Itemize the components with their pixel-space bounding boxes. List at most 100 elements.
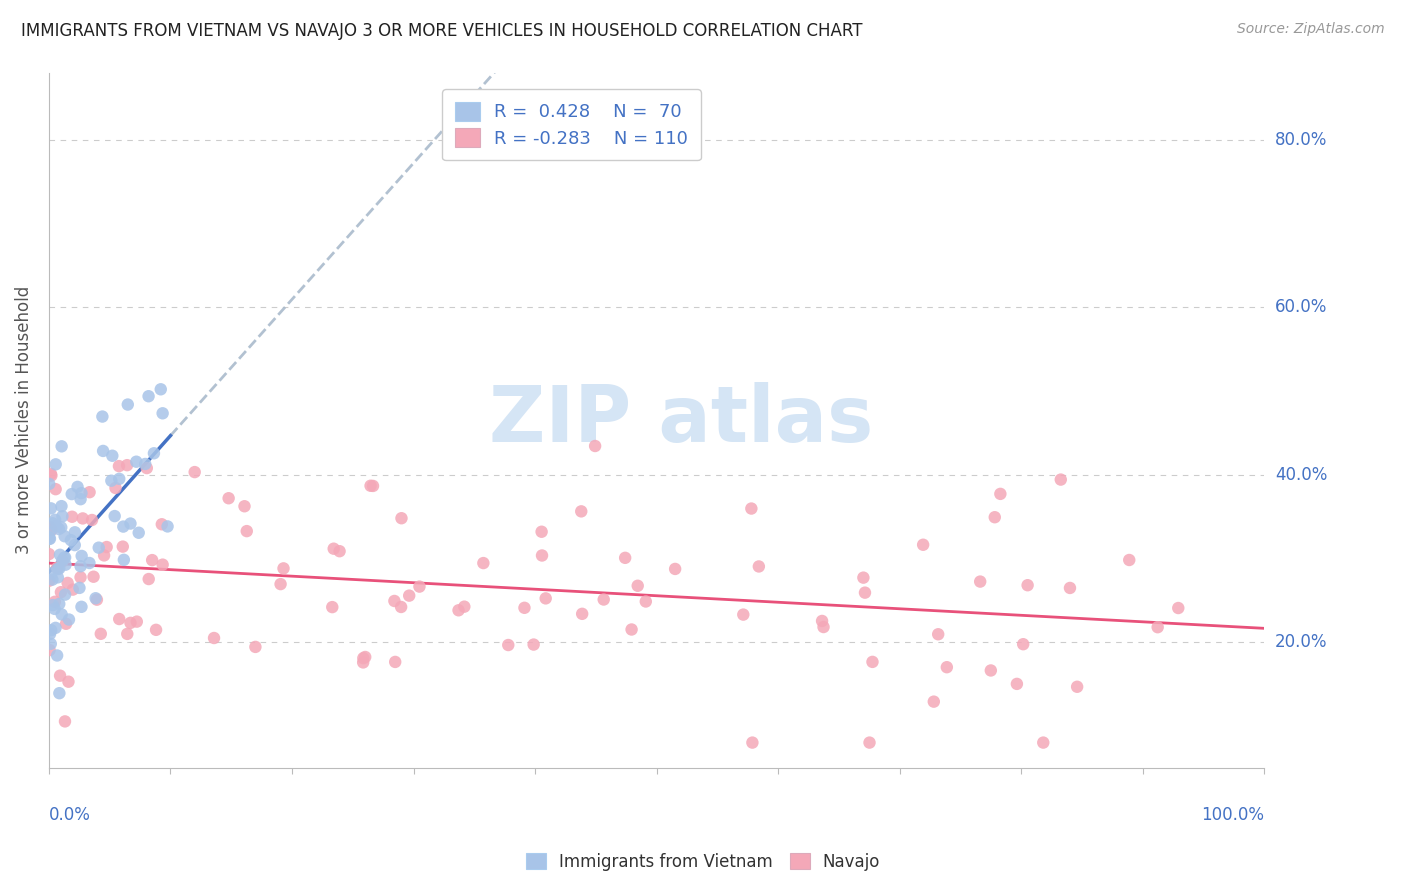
Point [912,538,935,552]
Point [592,592,614,607]
Point [53,529,76,543]
Point [408,580,430,594]
Point [38,476,60,491]
Point [472,556,495,570]
Text: ZIP atlas: ZIP atlas [489,383,873,458]
Point [53,550,76,565]
Text: 20.0%: 20.0% [1275,633,1327,651]
Point [104,481,127,495]
Point [384,655,406,669]
Point [39,532,62,546]
Point [38,520,60,534]
Point [569,504,592,518]
Point [108,612,131,626]
Point [90,627,112,641]
Legend: Immigrants from Vietnam, Navajo: Immigrants from Vietnam, Navajo [517,845,889,880]
Point [152,558,174,572]
Point [41,516,63,531]
Point [51,509,73,524]
Point [53,588,76,602]
Point [183,465,205,479]
Point [46,562,69,576]
Point [79,556,101,570]
Point [45,458,67,472]
Point [55,616,77,631]
Point [46,561,69,575]
Point [389,599,412,614]
Legend: R =  0.428    N =  70, R = -0.283    N = 110: R = 0.428 N = 70, R = -0.283 N = 110 [441,89,702,161]
Point [46,570,69,584]
Point [46,648,69,663]
Point [63,525,86,540]
Point [56,575,79,590]
Point [852,571,875,585]
Point [48,522,70,536]
Point [60,509,83,524]
Point [352,656,374,670]
Point [86,592,108,607]
Point [41,523,63,537]
Point [1032,736,1054,750]
Text: 40.0%: 40.0% [1275,466,1327,483]
Point [44,513,66,527]
Point [125,615,148,629]
Point [741,736,763,750]
Point [41,468,63,483]
Point [79,485,101,500]
Point [108,459,131,474]
Point [811,614,834,628]
Point [384,594,406,608]
Text: 80.0%: 80.0% [1275,131,1327,149]
Point [80,513,103,527]
Point [38,532,60,546]
Point [104,509,127,524]
Point [41,566,63,581]
Point [218,491,240,506]
Point [87,541,110,555]
Point [101,449,124,463]
Point [145,623,167,637]
Point [51,607,73,622]
Point [1049,473,1071,487]
Point [245,640,267,654]
Point [1167,601,1189,615]
Point [44,595,66,609]
Point [52,554,75,568]
Point [748,559,770,574]
Point [38,574,60,588]
Point [614,550,637,565]
Point [354,650,377,665]
Point [112,553,135,567]
Point [664,562,686,576]
Point [988,487,1011,501]
Point [935,660,957,674]
Point [571,607,593,621]
Point [922,695,945,709]
Point [51,439,73,453]
Point [125,455,148,469]
Point [453,599,475,614]
Point [49,548,72,562]
Point [58,613,80,627]
Point [63,538,86,552]
Point [115,458,138,472]
Point [202,631,225,645]
Point [66,480,89,494]
Point [523,638,546,652]
Point [1146,620,1168,634]
Point [620,623,643,637]
Text: 0.0%: 0.0% [49,805,91,824]
Point [273,561,295,575]
Point [39,467,62,481]
Point [38,526,60,541]
Point [51,553,73,567]
Point [44,602,66,616]
Point [152,406,174,420]
Point [530,524,553,539]
Point [120,615,142,630]
Point [48,597,70,611]
Point [93,549,115,563]
Point [142,446,165,460]
Point [1118,553,1140,567]
Point [53,714,76,729]
